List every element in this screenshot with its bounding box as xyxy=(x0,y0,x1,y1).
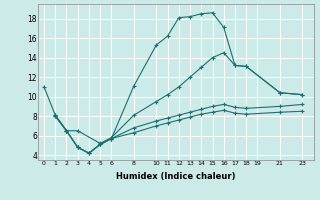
X-axis label: Humidex (Indice chaleur): Humidex (Indice chaleur) xyxy=(116,172,236,181)
